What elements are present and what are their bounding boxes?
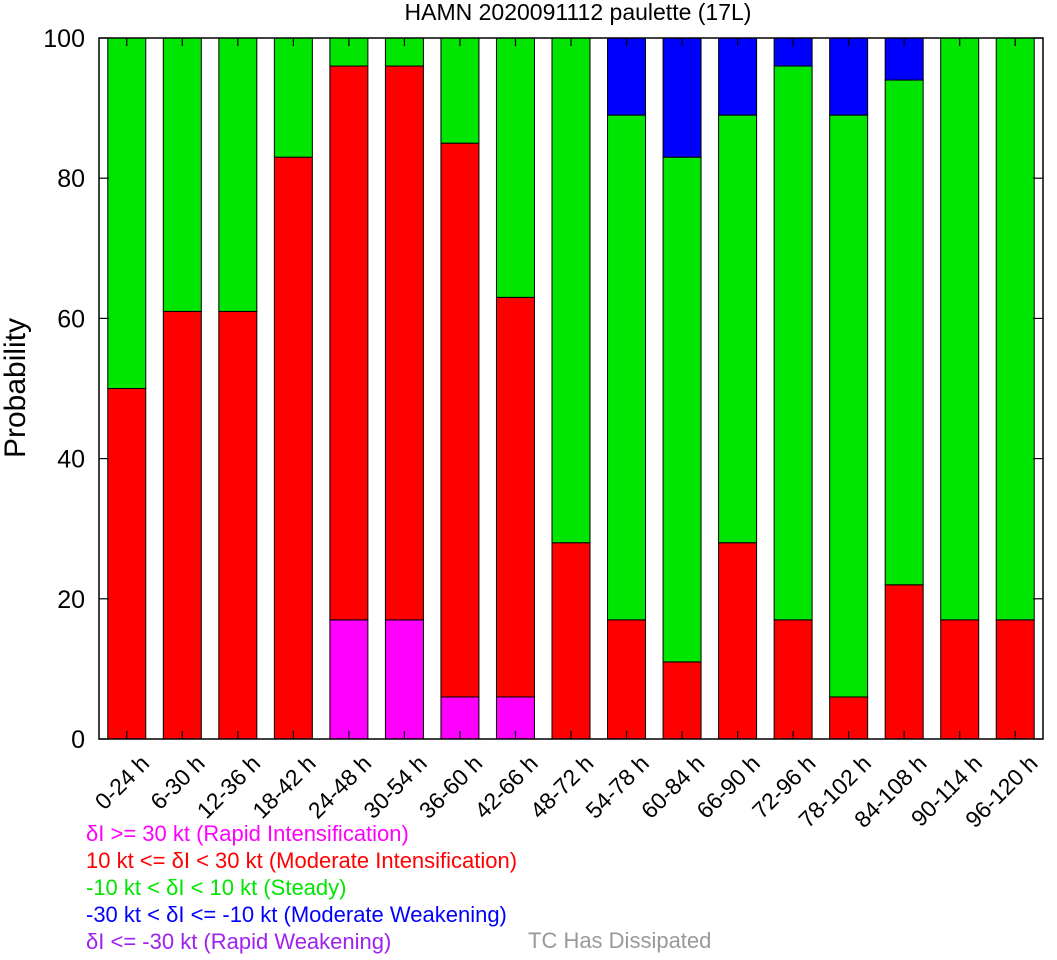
legend-rapid-intensification: δI >= 30 kt (Rapid Intensification) <box>86 821 409 846</box>
bar-mi-12 <box>773 619 813 740</box>
y-tick-label-3: 60 <box>57 305 85 333</box>
y-axis-label: Probability <box>0 318 32 458</box>
bar-steady-8 <box>551 37 591 544</box>
bar-steady-10 <box>662 156 702 663</box>
y-tick-label-0: 0 <box>71 726 85 754</box>
legend-steady: -10 kt < δI < 10 kt (Steady) <box>86 875 347 900</box>
bar-steady-6 <box>440 37 480 144</box>
legend: δI >= 30 kt (Rapid Intensification) 10 k… <box>86 820 517 955</box>
bar-steady-7 <box>495 37 535 298</box>
bar-mw-10 <box>662 37 702 158</box>
bar-mi-16 <box>995 619 1035 740</box>
bar-mi-15 <box>940 619 980 740</box>
bar-steady-12 <box>773 65 813 621</box>
bar-mi-14 <box>884 584 924 740</box>
bar-mi-1 <box>162 310 202 740</box>
bar-ri-4 <box>329 619 369 740</box>
legend-moderate-intensification: 10 kt <= δI < 30 kt (Moderate Intensific… <box>86 848 518 873</box>
bar-steady-11 <box>718 114 758 544</box>
bar-mi-11 <box>718 542 758 740</box>
bar-mw-13 <box>829 37 869 116</box>
legend-tc-dissipated: TC Has Dissipated <box>528 928 712 953</box>
legend-rapid-weakening: δI <= -30 kt (Rapid Weakening) <box>86 929 392 954</box>
bar-steady-9 <box>607 114 647 621</box>
bar-steady-13 <box>829 114 869 698</box>
bar-mi-4 <box>329 65 369 621</box>
y-tick-label-4: 80 <box>57 165 85 193</box>
y-tick-label-1: 20 <box>57 586 85 614</box>
bar-mw-12 <box>773 37 813 67</box>
bar-mi-0 <box>107 388 147 740</box>
bar-steady-15 <box>940 37 980 621</box>
legend-moderate-weakening: -30 kt < δI <= -10 kt (Moderate Weakenin… <box>86 902 507 927</box>
bar-mw-11 <box>718 37 758 116</box>
chart-title: HAMN 2020091112 paulette (17L) <box>405 0 752 25</box>
bar-steady-3 <box>273 37 313 158</box>
bar-steady-2 <box>218 37 258 312</box>
bar-mi-3 <box>273 156 313 740</box>
bar-mw-9 <box>607 37 647 116</box>
bars-layer <box>107 37 1035 740</box>
bar-mi-8 <box>551 542 591 740</box>
bar-mi-7 <box>495 296 535 698</box>
bar-steady-14 <box>884 79 924 586</box>
bar-mi-5 <box>384 65 424 621</box>
bar-ri-5 <box>384 619 424 740</box>
bar-mi-2 <box>218 310 258 740</box>
x-tick-label-0: 0-24 h <box>90 750 155 815</box>
y-tick-label-2: 40 <box>57 446 85 474</box>
bar-steady-1 <box>162 37 202 312</box>
bar-steady-16 <box>995 37 1035 621</box>
bar-mi-6 <box>440 142 480 698</box>
bar-mi-9 <box>607 619 647 740</box>
y-tick-label-5: 100 <box>43 25 85 53</box>
bar-steady-0 <box>107 37 147 389</box>
bar-mi-10 <box>662 661 702 740</box>
